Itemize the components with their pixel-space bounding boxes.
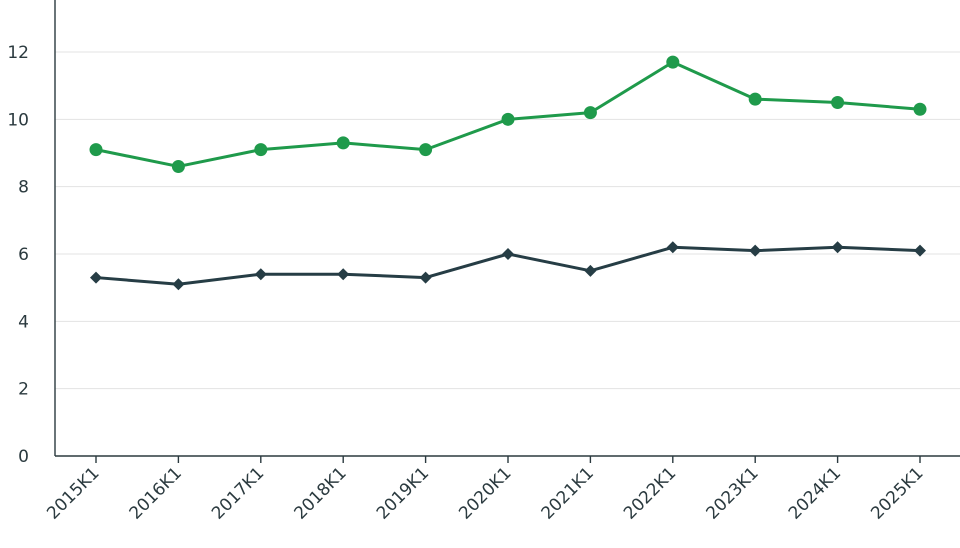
x-tick-label: 2020K1	[455, 463, 515, 523]
data-point	[913, 102, 927, 116]
series-2	[90, 241, 926, 291]
data-point	[914, 244, 926, 257]
data-point	[89, 143, 103, 157]
x-tick-label: 2024K1	[785, 463, 845, 523]
data-point	[748, 92, 762, 106]
data-point	[254, 143, 268, 157]
data-point	[172, 278, 185, 291]
y-tick-label: 0	[18, 447, 29, 467]
data-point	[254, 268, 267, 281]
y-tick-label: 8	[18, 178, 29, 198]
data-point	[419, 143, 433, 157]
y-tick-label: 2	[18, 380, 29, 400]
y-tick-label: 6	[18, 245, 29, 265]
data-point	[419, 271, 432, 284]
data-point	[502, 248, 514, 260]
x-tick-label: 2023K1	[702, 463, 762, 523]
data-point	[666, 55, 680, 69]
x-tick-label: 2021K1	[538, 463, 598, 523]
data-point	[337, 268, 350, 281]
x-tick-label: 2025K1	[867, 463, 927, 523]
y-tick-label: 4	[18, 312, 29, 332]
tick-labels: 0 2 4 6 8 10 12 2015K1 2016K1 2017K1 2018K1 2019K1 2…	[7, 43, 927, 524]
series-1	[89, 55, 927, 173]
data-point	[666, 241, 679, 254]
data-point	[583, 106, 597, 120]
y-tick-label: 12	[7, 43, 29, 63]
x-tick-label: 2016K1	[126, 463, 186, 523]
data-point	[749, 244, 762, 257]
data-point	[831, 96, 845, 109]
x-tick-label: 2017K1	[208, 463, 268, 523]
data-point	[584, 264, 597, 277]
axes	[54, 0, 960, 463]
series-layer	[89, 55, 927, 291]
x-tick-label: 2019K1	[373, 463, 433, 523]
x-tick-label: 2015K1	[43, 463, 103, 523]
data-point	[831, 241, 844, 254]
data-point	[336, 136, 350, 150]
data-point	[501, 112, 515, 126]
data-point	[90, 271, 102, 284]
data-point	[171, 159, 185, 173]
y-tick-label: 10	[7, 110, 29, 130]
x-tick-label: 2022K1	[620, 463, 680, 523]
x-tick-label: 2018K1	[290, 463, 350, 523]
